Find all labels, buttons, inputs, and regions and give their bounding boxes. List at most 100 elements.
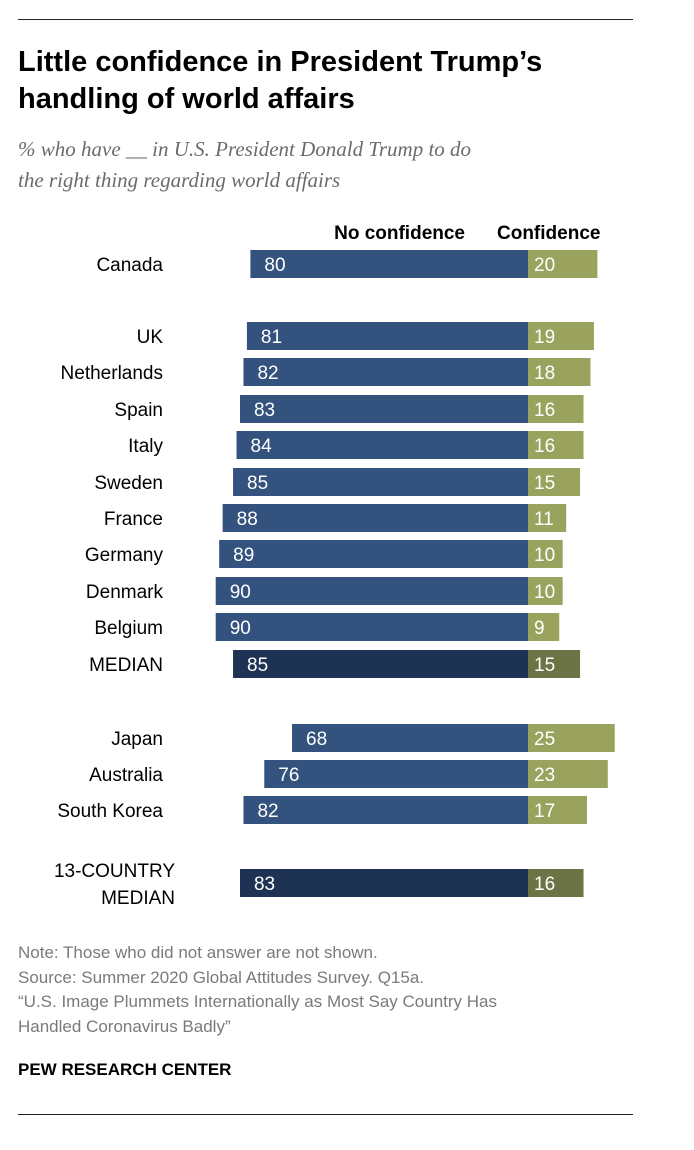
confidence-value: 16 <box>534 400 555 421</box>
bar-row: Canada 80 20 <box>96 250 598 278</box>
no-confidence-value: 90 <box>230 618 251 639</box>
confidence-value: 18 <box>534 363 555 384</box>
confidence-value: 17 <box>534 801 555 822</box>
bar-row: Netherlands 82 18 <box>61 358 591 386</box>
confidence-bar <box>528 358 591 386</box>
no-confidence-value: 81 <box>261 327 282 348</box>
confidence-bar <box>528 250 598 278</box>
confidence-value: 11 <box>534 509 554 530</box>
row-label: UK <box>137 327 164 348</box>
confidence-bar <box>528 650 581 678</box>
bar-row: France 88 11 <box>104 504 567 532</box>
subtitle-line-1: % who have __ in U.S. President Donald T… <box>18 137 472 161</box>
row-label: Australia <box>89 765 163 786</box>
title-line-1: Little confidence in President Trump’s <box>18 46 543 78</box>
no-confidence-bar <box>264 760 528 788</box>
row-label: South Korea <box>57 801 163 822</box>
no-confidence-bar <box>236 431 528 459</box>
no-confidence-value: 82 <box>257 801 278 822</box>
no-confidence-bar <box>243 358 528 386</box>
bar-row: Spain 83 16 <box>114 395 584 423</box>
source-text: Source: Summer 2020 Global Attitudes Sur… <box>18 967 425 987</box>
confidence-value: 16 <box>534 436 555 457</box>
confidence-value: 20 <box>534 255 555 276</box>
row-label: Japan <box>111 729 163 750</box>
no-confidence-value: 83 <box>254 400 275 421</box>
no-confidence-bar <box>233 468 529 496</box>
bar-row: MEDIAN 85 15 <box>89 650 581 678</box>
no-confidence-value: 80 <box>264 255 285 276</box>
no-confidence-bar <box>292 724 528 752</box>
row-label: Spain <box>114 400 163 421</box>
chart-subtitle: % who have __ in U.S. President Donald T… <box>18 134 658 196</box>
no-confidence-bar <box>215 577 528 605</box>
confidence-value: 15 <box>534 473 555 494</box>
bar-row: Australia 76 23 <box>89 760 608 788</box>
legend-no-confidence: No confidence <box>334 223 465 244</box>
bar-row: 13-COUNTRY MEDIAN 83 16 <box>54 861 584 909</box>
subtitle-line-2: the right thing regarding world affairs <box>18 168 341 192</box>
no-confidence-bar <box>246 322 528 350</box>
no-confidence-value: 82 <box>257 363 278 384</box>
no-confidence-value: 89 <box>233 545 254 566</box>
no-confidence-value: 76 <box>278 765 299 786</box>
confidence-bar <box>528 322 594 350</box>
report-title-line-1: “U.S. Image Plummets Internationally as … <box>18 992 498 1011</box>
title-line-2: handling of world affairs <box>18 83 355 115</box>
no-confidence-value: 83 <box>254 874 275 895</box>
legend-confidence: Confidence <box>497 223 600 244</box>
confidence-value: 19 <box>534 327 555 348</box>
confidence-value: 16 <box>534 874 555 895</box>
bar-row: UK 81 19 <box>137 322 594 350</box>
no-confidence-bar <box>215 613 528 641</box>
no-confidence-value: 68 <box>306 729 327 750</box>
no-confidence-value: 90 <box>230 582 251 603</box>
bar-row: South Korea 82 17 <box>57 796 587 824</box>
confidence-bar <box>528 577 563 605</box>
no-confidence-value: 84 <box>251 436 273 457</box>
confidence-value: 15 <box>534 655 555 676</box>
confidence-bar <box>528 468 581 496</box>
confidence-bar <box>528 869 584 897</box>
chart-title: Little confidence in President Trump’s h… <box>18 44 658 118</box>
row-label: Germany <box>85 545 164 566</box>
row-label: Sweden <box>94 473 163 494</box>
confidence-bar <box>528 796 587 824</box>
organization-name: PEW RESEARCH CENTER <box>18 1060 232 1079</box>
bar-row: Belgium 90 9 <box>94 613 560 641</box>
row-label-line: MEDIAN <box>101 888 175 909</box>
no-confidence-bar <box>250 250 528 278</box>
bar-row: Germany 89 10 <box>85 540 563 568</box>
bar-row: Denmark 90 10 <box>86 577 563 605</box>
row-label: France <box>104 509 163 530</box>
confidence-bar <box>528 540 563 568</box>
row-label: MEDIAN <box>89 655 163 676</box>
bar-rows: Canada 80 20 UK 81 19 Netherlands 82 18 Spain 83 16… <box>54 250 615 909</box>
row-label: Canada <box>96 255 163 276</box>
row-label: Belgium <box>94 618 163 639</box>
row-label: Netherlands <box>61 363 163 384</box>
confidence-value: 25 <box>534 729 555 750</box>
confidence-bar <box>528 504 567 532</box>
no-confidence-value: 85 <box>247 473 268 494</box>
confidence-value: 23 <box>534 765 555 786</box>
no-confidence-bar <box>239 869 529 897</box>
confidence-bar <box>528 431 584 459</box>
confidence-bar <box>528 613 560 641</box>
no-confidence-bar <box>239 395 529 423</box>
bar-row: Sweden 85 15 <box>94 468 581 496</box>
note-text: Note: Those who did not answer are not s… <box>18 943 378 962</box>
no-confidence-bar <box>219 540 529 568</box>
confidence-bar <box>528 395 584 423</box>
diverging-bar-chart: No confidence Confidence Canada 80 20 UK 81 1… <box>54 223 615 909</box>
no-confidence-value: 85 <box>247 655 268 676</box>
row-label: Denmark <box>86 582 164 603</box>
report-title-line-2: Handled Coronavirus Badly” <box>18 1016 231 1036</box>
confidence-bar <box>528 724 615 752</box>
confidence-bar <box>528 760 608 788</box>
no-confidence-bar <box>233 650 529 678</box>
top-rule <box>18 19 633 20</box>
no-confidence-value: 88 <box>237 509 258 530</box>
no-confidence-bar <box>243 796 528 824</box>
bar-row: Italy 84 16 <box>128 431 584 459</box>
